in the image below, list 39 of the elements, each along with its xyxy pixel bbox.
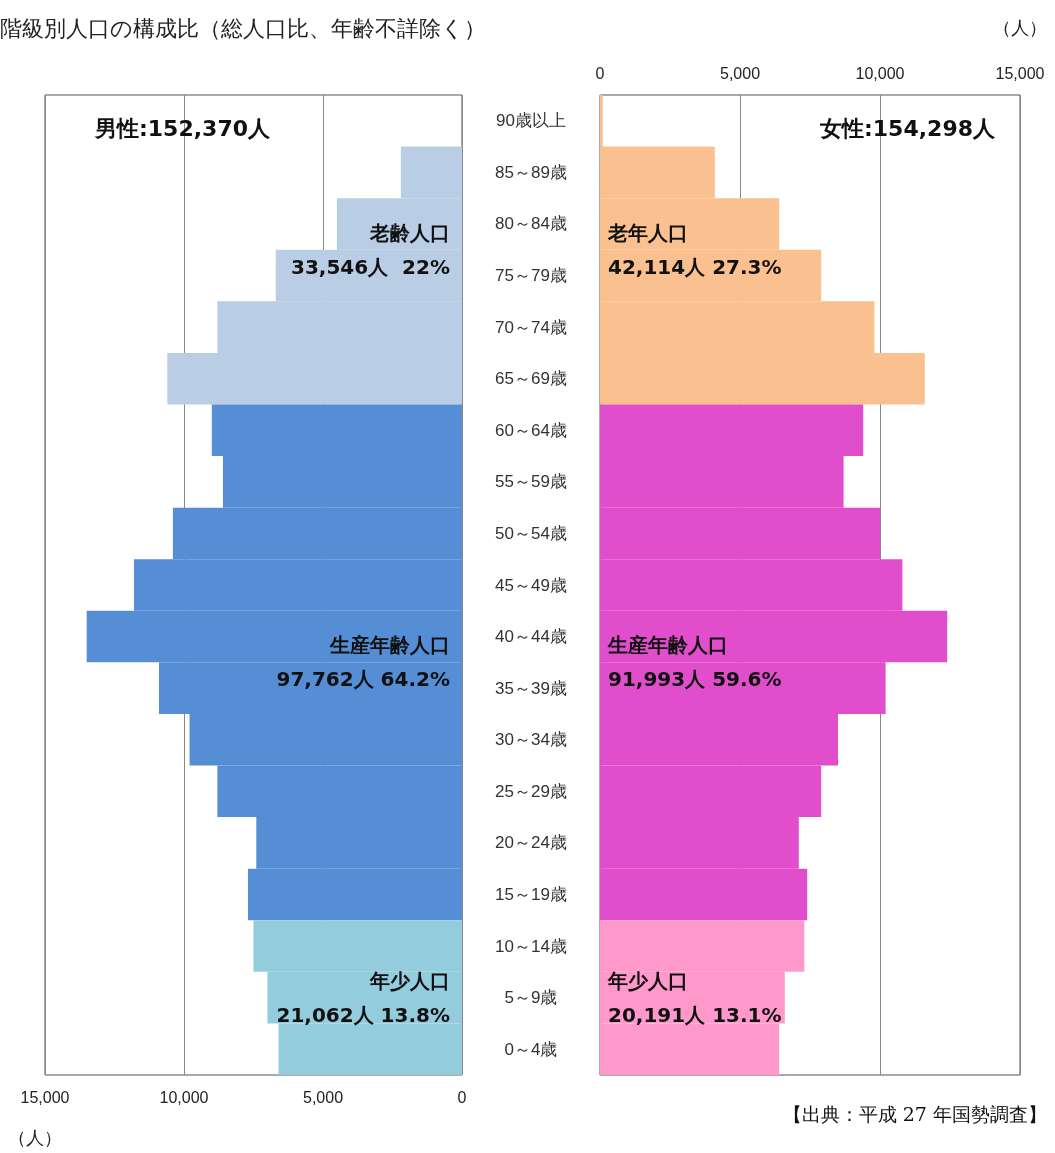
x-tick-label: 10,000 bbox=[159, 1088, 209, 1106]
y-tick-label: 70～74歳 bbox=[495, 317, 567, 337]
annotation: 生産年齢人口 91,993人 59.6% bbox=[607, 633, 782, 692]
y-tick-label: 30～34歳 bbox=[495, 730, 567, 750]
annotation: 老年人口 42,114人 27.3% bbox=[607, 220, 782, 279]
y-tick-label: 15～19歳 bbox=[495, 884, 567, 904]
x-axis-title: （人） bbox=[993, 16, 1047, 38]
y-tick-label: 40～44歳 bbox=[495, 627, 567, 647]
y-tick-label: 0～4歳 bbox=[504, 1039, 558, 1059]
x-tick-label: 0 bbox=[595, 64, 605, 82]
y-tick-label: 10～14歳 bbox=[495, 936, 567, 956]
annotation: 老齢人口 33,546人 22% bbox=[291, 220, 450, 279]
text: 【出典：平成 27 年国勢調査】 bbox=[782, 1102, 1048, 1125]
y-tick-label: 20～24歳 bbox=[495, 833, 567, 853]
y-tick-label: 35～39歳 bbox=[495, 678, 567, 698]
annotation: 年少人口 21,062人 13.8% bbox=[276, 968, 450, 1027]
text: 女性:154,298人 bbox=[819, 115, 996, 141]
annotation: 年少人口 20,191人 13.1% bbox=[607, 968, 782, 1027]
x-tick-label: 15,000 bbox=[995, 64, 1045, 82]
y-tick-label: 80～84歳 bbox=[495, 214, 567, 234]
y-tick-label: 85～89歳 bbox=[495, 162, 567, 182]
x-tick-label: 0 bbox=[457, 1088, 467, 1106]
annotation: 生産年齢人口 97,762人 64.2% bbox=[276, 633, 450, 692]
x-tick-label: 5,000 bbox=[302, 1088, 344, 1106]
y-tick-label: 55～59歳 bbox=[495, 472, 567, 492]
x-tick-label: 15,000 bbox=[20, 1088, 70, 1106]
y-tick-label: 60～64歳 bbox=[495, 420, 567, 440]
y-tick-label: 75～79歳 bbox=[495, 266, 567, 286]
y-tick-label: 5～9歳 bbox=[504, 988, 558, 1008]
text: 男性:152,370人 bbox=[94, 115, 271, 141]
y-tick-label: 25～29歳 bbox=[495, 781, 567, 801]
x-tick-label: 5,000 bbox=[719, 64, 761, 82]
x-axis-title: （人） bbox=[8, 1126, 62, 1148]
x-tick-label: 10,000 bbox=[855, 64, 905, 82]
y-tick-label: 45～49歳 bbox=[495, 575, 567, 595]
chart-title: 階級別人口の構成比（総人口比、年齢不詳除く） bbox=[0, 15, 486, 43]
y-tick-label: 65～69歳 bbox=[495, 369, 567, 389]
y-tick-label: 90歳以上 bbox=[496, 111, 566, 131]
y-tick-label: 50～54歳 bbox=[495, 523, 567, 543]
